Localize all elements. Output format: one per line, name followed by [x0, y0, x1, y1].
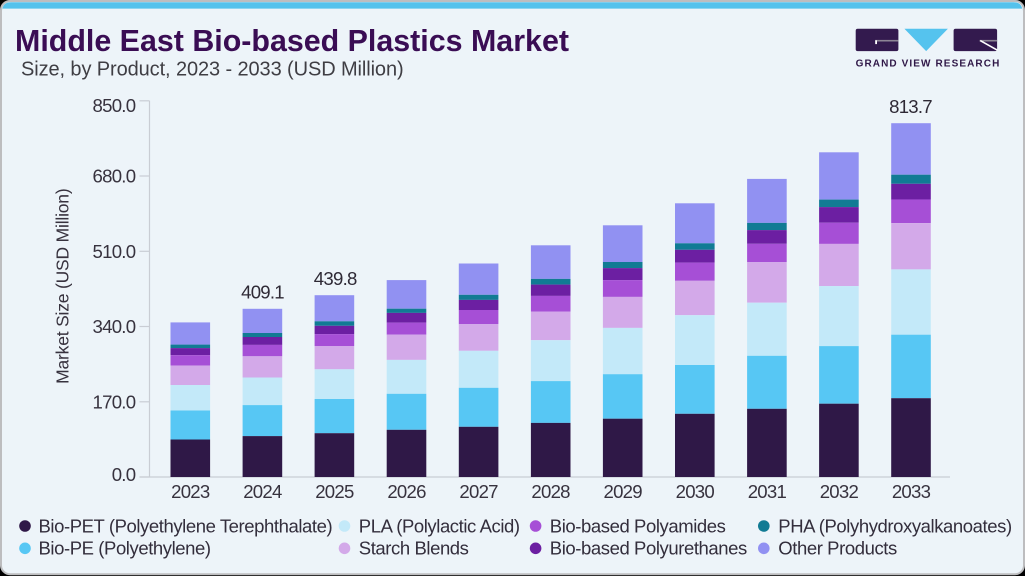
svg-text:2031: 2031: [748, 481, 787, 502]
svg-text:PLA (Polylactic Acid): PLA (Polylactic Acid): [359, 515, 520, 536]
svg-text:170.0: 170.0: [93, 391, 136, 412]
svg-text:2023: 2023: [171, 481, 210, 502]
svg-text:2025: 2025: [315, 481, 354, 502]
svg-text:Middle East Bio-based Plastics: Middle East Bio-based Plastics Market: [15, 24, 569, 58]
svg-text:Bio-PET (Polyethylene Terephth: Bio-PET (Polyethylene Terephthalate): [39, 515, 333, 536]
svg-text:680.0: 680.0: [93, 166, 136, 187]
svg-text:Bio-based Polyamides: Bio-based Polyamides: [550, 515, 726, 536]
svg-text:2029: 2029: [604, 481, 643, 502]
svg-text:439.8: 439.8: [314, 268, 357, 289]
svg-text:340.0: 340.0: [93, 316, 136, 337]
svg-text:510.0: 510.0: [93, 241, 136, 262]
svg-text:0.0: 0.0: [112, 464, 136, 485]
svg-text:Other Products: Other Products: [778, 538, 897, 559]
svg-text:Market Size (USD Million): Market Size (USD Million): [52, 189, 72, 384]
svg-text:2033: 2033: [892, 481, 931, 502]
svg-text:850.0: 850.0: [93, 95, 136, 116]
svg-text:2024: 2024: [243, 481, 282, 502]
svg-text:2027: 2027: [459, 481, 498, 502]
svg-text:813.7: 813.7: [889, 96, 932, 117]
svg-text:2026: 2026: [387, 481, 426, 502]
svg-text:2032: 2032: [820, 481, 859, 502]
svg-text:Starch Blends: Starch Blends: [359, 538, 469, 559]
svg-text:PHA (Polyhydroxyalkanoates): PHA (Polyhydroxyalkanoates): [778, 515, 1012, 536]
svg-text:2028: 2028: [531, 481, 570, 502]
svg-text:409.1: 409.1: [241, 282, 284, 303]
svg-text:Bio-PE (Polyethylene): Bio-PE (Polyethylene): [39, 538, 211, 559]
svg-text:Bio-based Polyurethanes: Bio-based Polyurethanes: [550, 538, 747, 559]
svg-text:GRAND VIEW RESEARCH: GRAND VIEW RESEARCH: [856, 59, 1001, 70]
svg-text:Size, by Product, 2023 - 2033: Size, by Product, 2023 - 2033 (USD Milli…: [21, 58, 404, 80]
svg-text:2030: 2030: [676, 481, 715, 502]
